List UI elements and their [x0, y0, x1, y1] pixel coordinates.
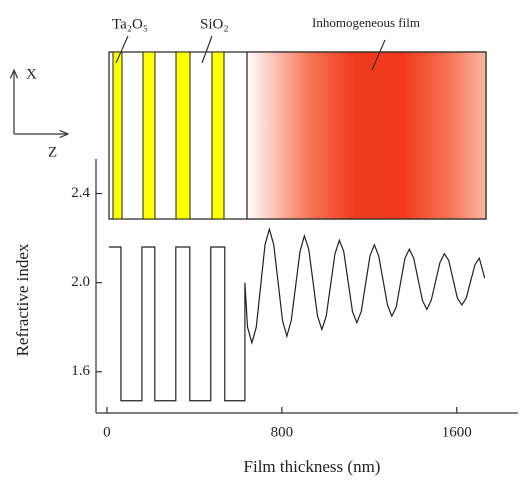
x-tick-label: 800 — [271, 424, 294, 440]
ta2o5-layer — [112, 51, 123, 220]
x-tick-label: 0 — [103, 424, 111, 440]
leader-line — [371, 39, 386, 71]
annotation: X — [26, 66, 37, 82]
annotation: Inhomogeneous film — [312, 15, 420, 30]
annotation: Ta₂O₅ — [112, 16, 148, 32]
x-axis-label: Film thickness (nm) — [244, 457, 381, 476]
annotation: SiO₂ — [200, 16, 229, 32]
ta2o5-layer — [175, 51, 191, 220]
ta2o5-layer — [142, 51, 156, 220]
leader-line — [201, 35, 213, 64]
y-tick-label: 2.4 — [71, 185, 90, 201]
y-tick-label: 2.0 — [71, 274, 90, 290]
y-tick-label: 1.6 — [71, 363, 90, 379]
layer-diagram: Ta₂O₅ SiO₂ Inhomogeneous film X Z — [14, 15, 487, 220]
y-axis-label: Refractive index — [13, 243, 32, 356]
leader-line — [115, 35, 129, 64]
data-line — [108, 226, 486, 402]
axes: 1.6 2.0 2.4 0 800 1600 — [71, 159, 518, 440]
ta2o5-layer — [211, 51, 225, 220]
inhomogeneous-layer — [246, 51, 487, 220]
annotation: Z — [48, 144, 57, 160]
x-tick-label: 1600 — [442, 424, 472, 440]
